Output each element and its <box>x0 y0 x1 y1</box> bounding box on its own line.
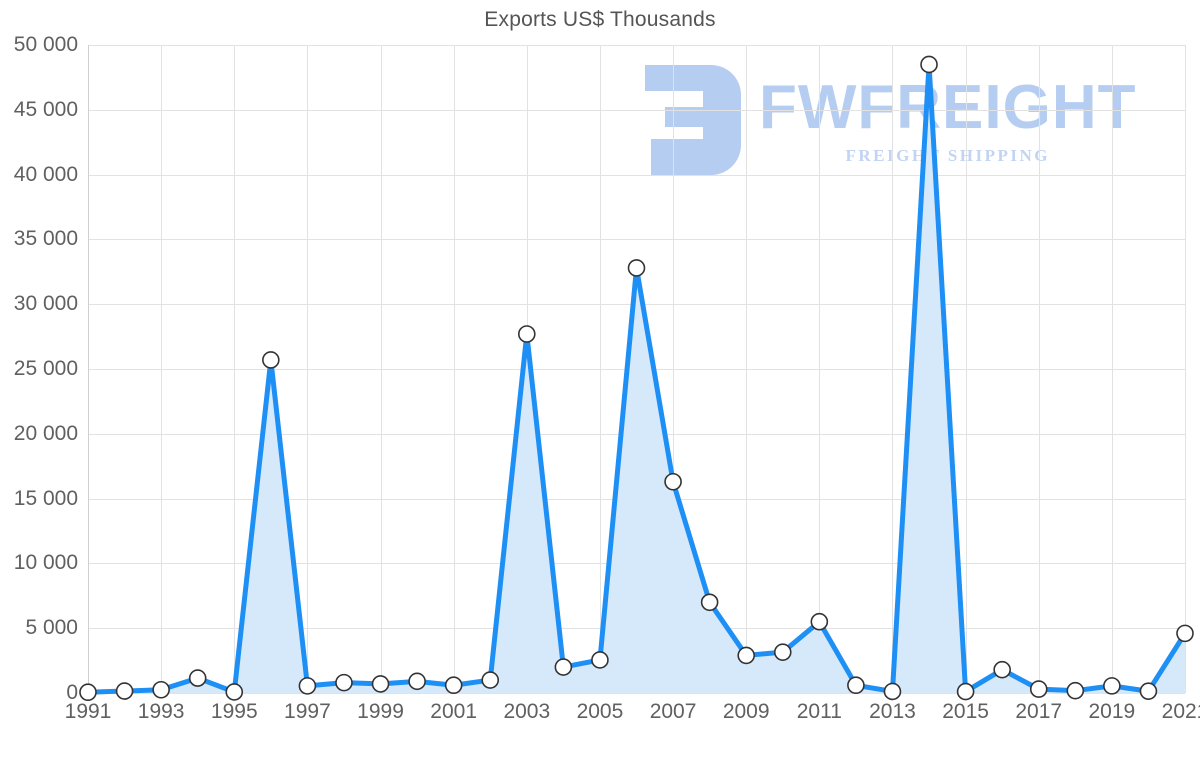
gridline-horizontal <box>88 693 1185 694</box>
data-point-marker[interactable] <box>517 325 536 343</box>
data-point-marker[interactable] <box>1139 682 1158 700</box>
y-axis-tick-label: 35 000 <box>13 227 78 251</box>
gridline-vertical <box>819 45 821 693</box>
y-axis-tick-label: 20 000 <box>13 421 78 445</box>
gridline-horizontal <box>88 174 1185 176</box>
data-point-marker[interactable] <box>188 669 207 687</box>
data-point-marker[interactable] <box>481 671 500 689</box>
data-point-marker[interactable] <box>627 259 646 277</box>
gridline-vertical <box>1111 45 1113 693</box>
x-axis-tick-label: 2019 <box>1088 700 1136 723</box>
y-axis-tick-label: 25 000 <box>13 357 78 380</box>
x-axis-tick-label: 2013 <box>869 700 916 723</box>
data-point-marker[interactable] <box>152 680 170 699</box>
gridline-horizontal <box>88 109 1185 111</box>
x-axis-tick-label: 2021 <box>1161 700 1200 723</box>
data-point-marker[interactable] <box>115 682 134 700</box>
x-axis-tick-label: 2007 <box>649 700 697 723</box>
data-point-marker[interactable] <box>79 683 97 702</box>
data-point-marker[interactable] <box>1176 624 1194 643</box>
y-axis-tick-label: 30 000 <box>13 292 78 316</box>
data-point-marker[interactable] <box>1029 680 1048 698</box>
y-axis-tick-label: 50 000 <box>13 33 78 56</box>
gridline-vertical <box>1185 45 1186 693</box>
series-area-chart <box>79 55 1194 702</box>
x-axis-labels: 1991 1993 1995 1997 1999 2001 2003 2005 2007 2009… <box>65 700 1200 740</box>
x-axis-tick-label: 1997 <box>284 700 331 723</box>
gridline-vertical <box>1038 45 1040 693</box>
data-point-marker[interactable] <box>444 676 463 695</box>
y-axis-tick-label: 5 000 <box>25 616 78 640</box>
data-point-marker[interactable] <box>993 660 1011 679</box>
plot-area <box>79 45 1194 702</box>
data-point-marker[interactable] <box>554 658 573 676</box>
gridline-vertical <box>599 45 601 693</box>
gridline-vertical <box>453 45 455 693</box>
x-axis-tick-label: 2017 <box>1015 700 1063 723</box>
data-point-marker[interactable] <box>883 682 902 701</box>
gridline-vertical <box>673 45 675 693</box>
data-point-marker[interactable] <box>298 677 317 695</box>
data-point-marker[interactable] <box>737 646 756 665</box>
gridline-vertical <box>161 45 163 693</box>
x-axis-tick-label: 2009 <box>722 700 770 723</box>
x-axis-tick-label: 1991 <box>64 700 112 723</box>
x-axis-tick-label: 2011 <box>796 700 842 723</box>
data-point-marker[interactable] <box>956 682 975 701</box>
gridline-vertical <box>380 45 382 693</box>
data-point-marker[interactable] <box>371 675 390 693</box>
gridline-vertical <box>307 45 309 693</box>
gridline-vertical <box>892 45 894 693</box>
x-axis-tick-label: 1993 <box>137 700 185 723</box>
data-point-marker[interactable] <box>591 651 609 669</box>
gridline-vertical <box>234 45 236 693</box>
data-point-marker[interactable] <box>773 643 792 661</box>
y-axis-line <box>88 45 89 693</box>
gridline-horizontal <box>88 239 1185 241</box>
data-point-marker[interactable] <box>664 472 682 491</box>
x-axis-tick-label: 2005 <box>576 700 624 723</box>
x-axis-tick-label: 1995 <box>210 700 258 723</box>
data-point-marker[interactable] <box>262 351 280 369</box>
x-axis-tick-label: 2015 <box>942 700 989 723</box>
x-axis-tick-label: 2003 <box>503 700 551 723</box>
data-point-marker[interactable] <box>920 55 938 74</box>
gridline-horizontal <box>88 45 1185 46</box>
series-area-fill <box>88 64 1185 693</box>
data-point-marker[interactable] <box>700 593 719 612</box>
data-point-marker[interactable] <box>1066 681 1085 700</box>
data-point-marker[interactable] <box>847 676 865 695</box>
x-axis-tick-label: 2001 <box>430 700 478 723</box>
gridline-vertical <box>746 45 748 693</box>
data-point-marker[interactable] <box>225 683 244 701</box>
y-axis-tick-label: 10 000 <box>13 551 78 575</box>
y-axis-tick-label: 45 000 <box>13 97 78 121</box>
x-axis-tick-label: 1999 <box>357 700 404 723</box>
y-axis-tick-label: 15 000 <box>13 486 78 510</box>
data-point-marker[interactable] <box>408 672 426 691</box>
gridline-vertical <box>965 45 967 693</box>
chart-title: Exports US$ Thousands <box>484 8 716 31</box>
data-point-marker[interactable] <box>1103 677 1121 695</box>
data-point-marker[interactable] <box>810 612 829 631</box>
data-point-marker[interactable] <box>335 673 353 692</box>
y-axis-tick-label: 40 000 <box>13 162 78 186</box>
